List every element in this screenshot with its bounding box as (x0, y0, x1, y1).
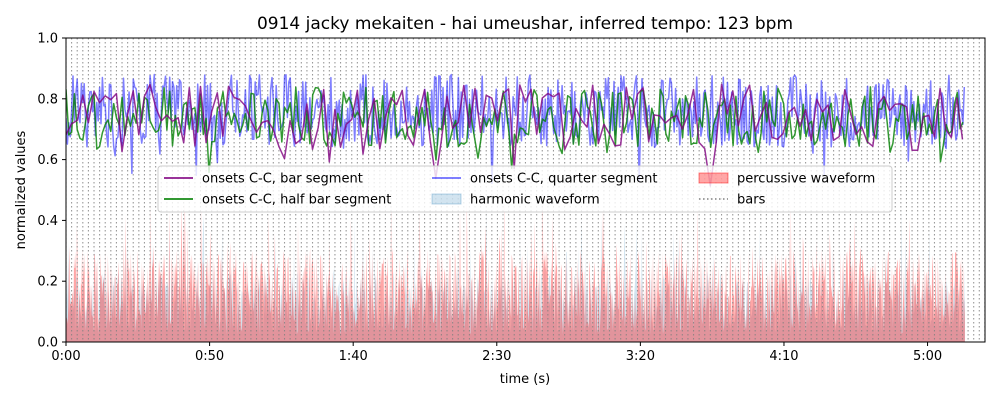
x-tick-label: 0:00 (51, 349, 80, 364)
legend: onsets C-C, bar segment onsets C-C, half … (157, 165, 893, 213)
x-tick-label: 3:20 (626, 349, 655, 364)
legend-box (157, 165, 893, 213)
legend-label: bars (737, 193, 766, 208)
x-axis: 0:00 0:50 1:40 2:30 3:20 4:10 5:00 (51, 342, 942, 364)
y-tick-label: 1.0 (37, 32, 58, 47)
y-tick-label: 0.0 (37, 336, 58, 351)
series-area-harmonic-waveform (66, 208, 965, 342)
x-tick-label: 5:00 (913, 349, 942, 364)
chart-title: 0914 jacky mekaiten - hai umeushar, infe… (257, 14, 793, 34)
y-tick-label: 0.4 (37, 214, 58, 229)
plot-frame (65, 37, 986, 343)
y-tick-label: 0.6 (37, 153, 58, 168)
legend-swatch (698, 172, 729, 184)
legend-label: percussive waveform (737, 172, 875, 187)
legend-label: onsets C-C, quarter segment (470, 172, 657, 187)
series-line-onsets-C-C-half-bar-segment (66, 86, 964, 174)
series-area-percussive-waveform (66, 190, 965, 342)
legend-swatch (431, 193, 462, 205)
x-tick-label: 4:10 (769, 349, 798, 364)
y-axis-label: normalized values (14, 130, 29, 249)
x-tick-label: 0:50 (195, 349, 224, 364)
y-tick-label: 0.8 (37, 92, 58, 107)
x-tick-label: 2:30 (482, 349, 511, 364)
x-tick-label: 1:40 (339, 349, 368, 364)
y-tick-label: 0.2 (37, 275, 58, 290)
x-axis-label: time (s) (500, 372, 550, 387)
legend-label: onsets C-C, half bar segment (202, 193, 391, 208)
legend-label: onsets C-C, bar segment (202, 172, 363, 187)
y-axis: 0.0 0.2 0.4 0.6 0.8 1.0 (37, 32, 66, 351)
legend-label: harmonic waveform (470, 193, 600, 208)
